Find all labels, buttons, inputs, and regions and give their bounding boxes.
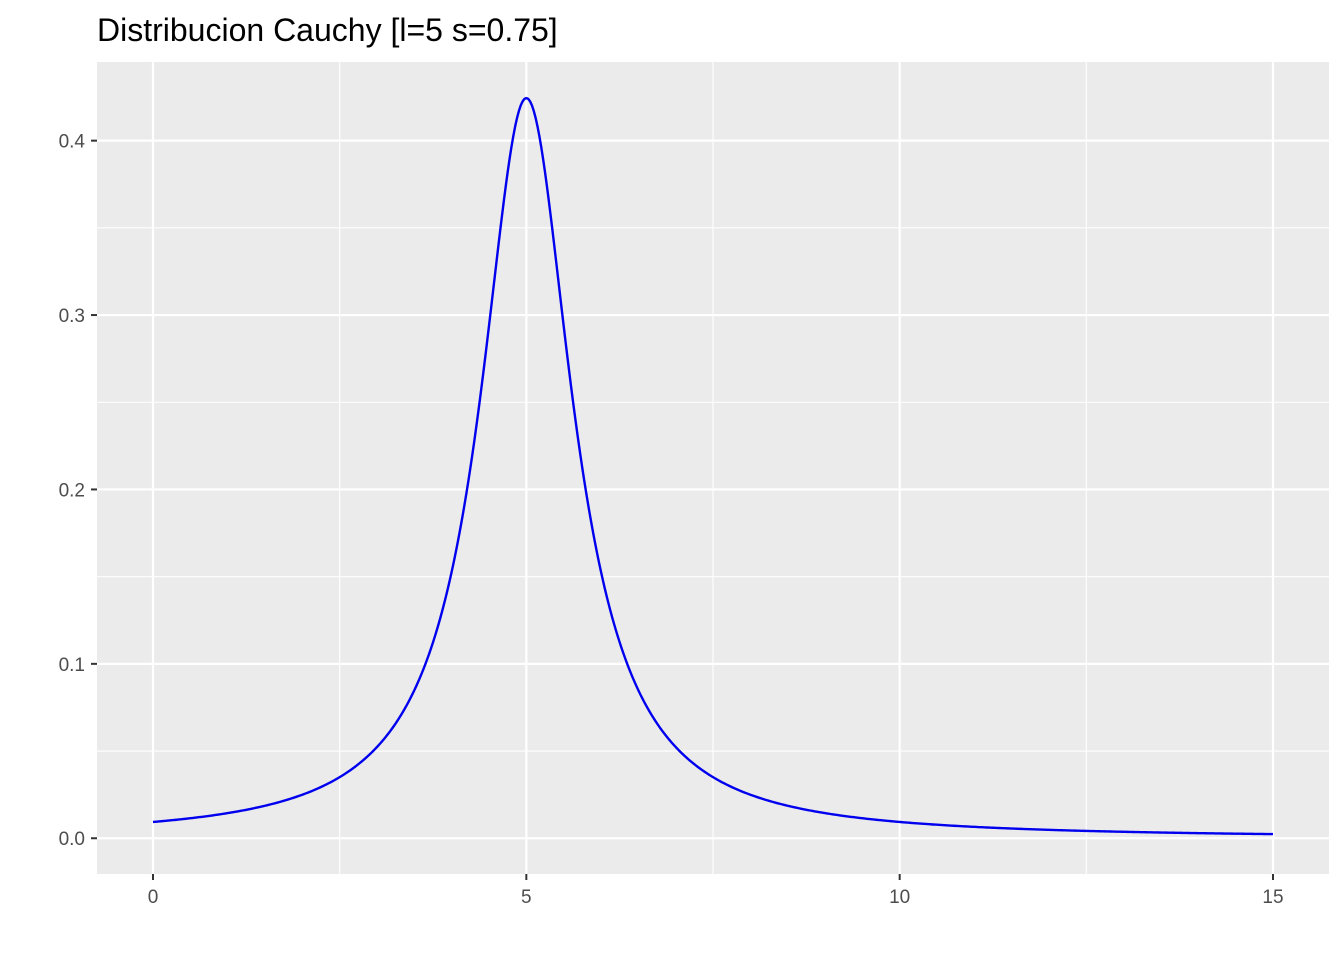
- y-tick-label: 0.3: [59, 306, 85, 327]
- data-point: [395, 724, 397, 726]
- data-point: [582, 467, 584, 469]
- major-gridlines: [97, 62, 1329, 874]
- data-point: [544, 171, 546, 173]
- data-point: [152, 821, 154, 823]
- data-point: [600, 571, 602, 573]
- y-tick-label: 0.0: [59, 829, 85, 850]
- minor-gridlines: [97, 62, 1329, 874]
- data-point: [1198, 832, 1200, 834]
- data-point: [619, 641, 621, 643]
- y-tick-label: 0.1: [59, 655, 85, 676]
- data-point: [675, 746, 677, 748]
- data-point: [1123, 831, 1125, 833]
- data-point: [656, 724, 658, 726]
- y-tick-label: 0.4: [59, 132, 86, 153]
- data-point: [302, 794, 304, 796]
- data-point: [227, 813, 229, 815]
- data-point: [638, 689, 640, 691]
- data-point: [432, 641, 434, 643]
- x-tick-label: 0: [148, 887, 159, 908]
- data-point: [526, 97, 528, 99]
- data-point: [974, 826, 976, 828]
- data-point: [264, 805, 266, 807]
- data-point: [750, 794, 752, 796]
- data-point: [862, 817, 864, 819]
- data-point: [1048, 829, 1050, 831]
- data-point: [339, 775, 341, 777]
- data-point: [488, 325, 490, 327]
- data-point: [824, 813, 826, 815]
- data-point: [376, 746, 378, 748]
- x-tick-label: 10: [889, 887, 910, 908]
- axis-ticks: [91, 139, 1274, 880]
- density-curve: [152, 96, 1274, 836]
- data-point: [507, 171, 509, 173]
- data-point: [414, 689, 416, 691]
- x-tick-label: 5: [521, 887, 532, 908]
- data-point: [1272, 833, 1274, 835]
- data-point: [787, 805, 789, 807]
- data-point: [712, 775, 714, 777]
- tick-labels: 0 5 10 15 0.0 0.1 0.2 0.3 0.4: [59, 132, 1284, 908]
- data-point: [899, 821, 901, 823]
- data-point: [470, 467, 472, 469]
- y-tick-label: 0.2: [59, 480, 85, 501]
- x-tick-label: 15: [1262, 887, 1283, 908]
- data-point: [451, 571, 453, 573]
- data-point: [563, 325, 565, 327]
- chart-title: Distribucion Cauchy [l=5 s=0.75]: [97, 12, 558, 48]
- data-point: [190, 817, 192, 819]
